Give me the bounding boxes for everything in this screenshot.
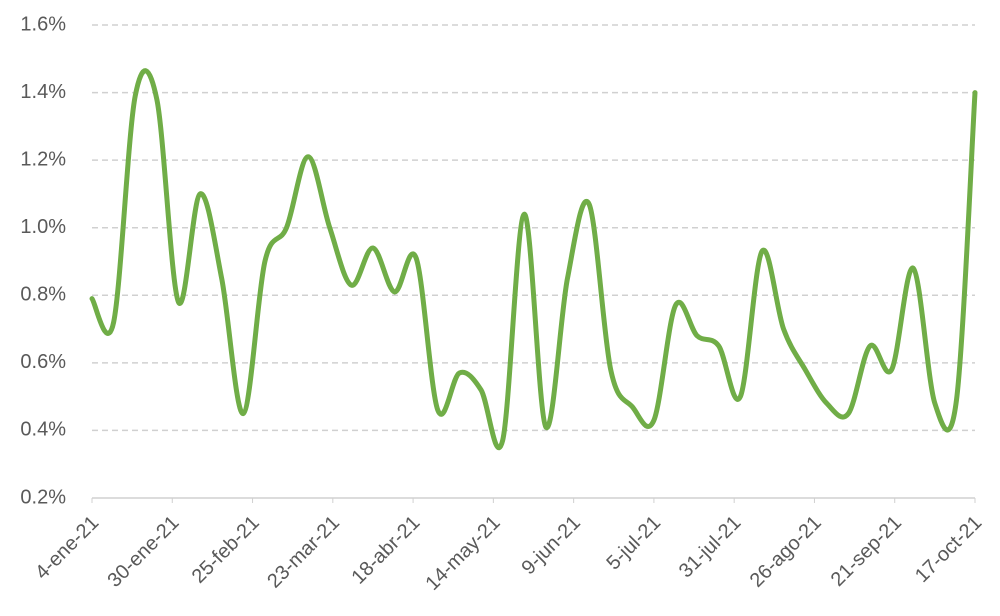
x-tick-label: 25-feb-21: [188, 512, 264, 588]
x-tick-label: 21-sep-21: [827, 512, 906, 591]
y-tick-label: 0.8%: [20, 284, 66, 306]
x-tick-label: 30-ene-21: [104, 512, 184, 592]
x-tick-label: 17-oct-21: [911, 512, 986, 587]
y-tick-label: 1.6%: [20, 13, 66, 35]
x-tick-label: 9-jun-21: [517, 512, 584, 579]
y-tick-label: 0.2%: [20, 486, 66, 508]
x-tick-label: 4-ene-21: [31, 512, 103, 584]
y-tick-label: 0.6%: [20, 351, 66, 373]
y-tick-label: 0.4%: [20, 419, 66, 441]
x-tick-label: 26-ago-21: [746, 512, 826, 592]
x-tick-label: 18-abr-21: [347, 512, 424, 589]
y-tick-label: 1.2%: [20, 148, 66, 170]
x-tick-label: 31-jul-21: [675, 512, 746, 583]
x-tick-label: 14-may-21: [421, 512, 504, 595]
x-tick-label: 23-mar-21: [263, 512, 344, 593]
data-line: [89, 68, 978, 451]
x-tick-label: 5-jul-21: [602, 512, 665, 575]
y-tick-label: 1.0%: [20, 216, 66, 238]
y-tick-label: 1.4%: [20, 81, 66, 103]
